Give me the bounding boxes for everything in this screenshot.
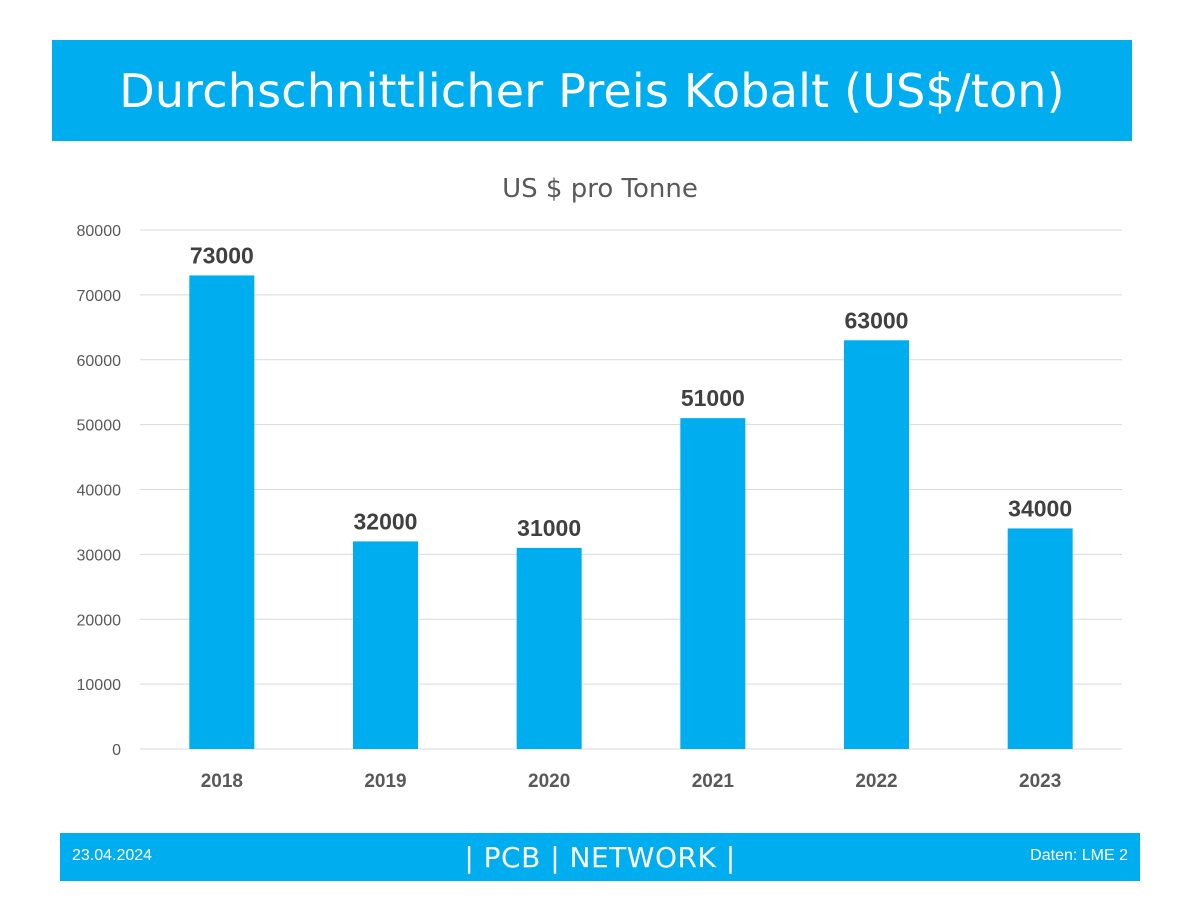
y-tick-label: 0: [112, 742, 121, 759]
bar-2021: [680, 418, 746, 749]
chart-title: US $ pro Tonne: [502, 174, 698, 204]
y-tick-label: 30000: [77, 547, 122, 564]
title-banner: Durchschnittlicher Preis Kobalt (US$/ton…: [52, 40, 1132, 141]
y-axis-ticks: 0 10000 20000 30000 40000 50000 60000 70000 8000…: [77, 223, 122, 759]
y-tick-label: 40000: [77, 483, 122, 500]
y-tick-label: 80000: [77, 223, 122, 240]
bar-2020: [516, 547, 582, 749]
bar-2022: [844, 340, 909, 749]
y-tick-label: 60000: [77, 353, 122, 370]
x-axis-ticks: 2018 2019 2020 2021 2022 2023: [201, 771, 1062, 792]
data-label-2019: 32000: [354, 508, 418, 534]
data-label-2020: 31000: [517, 515, 581, 541]
chart-data-labels: 73000 32000 31000 51000 63000 34000: [190, 242, 1072, 540]
footer-source: Daten: LME 2: [1030, 847, 1128, 864]
data-label-2023: 34000: [1008, 495, 1072, 521]
x-tick-label-2022: 2022: [855, 771, 897, 792]
x-tick-label-2023: 2023: [1019, 771, 1061, 792]
chart-grid: [140, 229, 1122, 750]
footer-brand: | PCB | NETWORK |: [464, 841, 736, 874]
x-tick-label-2020: 2020: [528, 771, 570, 792]
data-label-2022: 63000: [845, 307, 909, 333]
chart-bars: [189, 275, 1073, 749]
x-tick-label-2019: 2019: [364, 771, 406, 792]
bar-2018: [189, 275, 255, 749]
footer-bar: 23.04.2024 | PCB | NETWORK | Daten: LME …: [60, 833, 1140, 881]
data-label-2018: 73000: [190, 242, 254, 268]
y-tick-label: 50000: [77, 418, 122, 435]
y-tick-label: 70000: [77, 288, 122, 305]
x-tick-label-2021: 2021: [692, 771, 735, 792]
page-title: Durchschnittlicher Preis Kobalt (US$/ton…: [119, 63, 1065, 118]
y-tick-label: 10000: [77, 677, 122, 694]
bar-2023: [1007, 528, 1073, 749]
data-label-2021: 51000: [681, 385, 745, 411]
x-tick-label-2018: 2018: [201, 771, 243, 792]
bar-2019: [353, 541, 418, 749]
y-tick-label: 20000: [77, 612, 122, 629]
footer-date: 23.04.2024: [72, 847, 153, 864]
